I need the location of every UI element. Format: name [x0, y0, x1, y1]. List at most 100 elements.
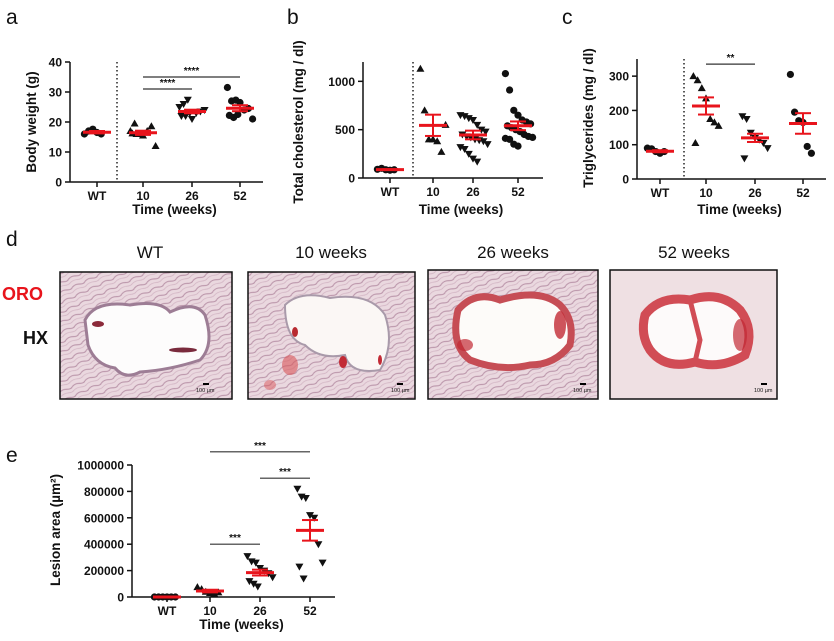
data-point	[175, 104, 184, 111]
y-tick-label: 1000	[328, 75, 355, 89]
stain-label-oro: ORO	[2, 284, 43, 304]
column-title-wt: WT	[137, 243, 163, 262]
data-point	[456, 144, 465, 152]
data-point	[245, 578, 254, 586]
data-point	[807, 149, 816, 157]
x-tick-label: WT	[88, 189, 107, 203]
column-title-10-weeks: 10 weeks	[295, 243, 367, 262]
data-point	[689, 72, 698, 80]
scale-bar-label: 100 µm	[391, 388, 410, 394]
x-tick-label: 52	[796, 186, 810, 200]
chart-panel-b: 0 500 1000 WT 10 26 52 Time (weeks) Total choles…	[291, 40, 543, 217]
data-point	[429, 135, 437, 143]
data-point	[437, 147, 446, 155]
data-point	[188, 116, 196, 123]
data-point	[181, 113, 190, 120]
x-tick-label: 10	[699, 186, 713, 200]
data-point	[253, 583, 262, 591]
data-point	[460, 113, 469, 121]
data-point	[514, 111, 522, 119]
y-axis-title: Triglycerides (mg / dl)	[581, 48, 596, 188]
data-point	[710, 118, 719, 126]
histology-image-wt	[59, 271, 233, 400]
data-point	[464, 150, 473, 158]
y-tick-label: 300	[609, 70, 629, 84]
histology-image-26-weeks	[427, 269, 599, 400]
data-point	[243, 553, 252, 561]
y-tick-label: 200	[609, 104, 629, 118]
x-tick-label: WT	[158, 604, 177, 618]
data-point	[477, 126, 486, 134]
significance-label: ***	[229, 533, 241, 544]
data-point	[464, 115, 473, 123]
data-point	[183, 96, 192, 104]
significance-label: ***	[254, 441, 266, 452]
data-point	[481, 128, 490, 136]
data-point	[416, 64, 425, 72]
histology-image-10-weeks	[247, 271, 416, 400]
x-axis-title: Time (weeks)	[199, 617, 284, 632]
y-tick-label: 40	[49, 56, 63, 70]
significance-label: ***	[279, 467, 291, 478]
column-title-26-weeks: 26 weeks	[477, 243, 549, 262]
data-point	[295, 563, 304, 571]
y-axis-title: Total cholesterol (mg / dl)	[291, 40, 306, 203]
y-tick-label: 0	[348, 172, 355, 186]
data-point	[318, 559, 327, 567]
data-point	[786, 70, 795, 79]
significance-label: ****	[160, 78, 176, 89]
y-tick-label: 800000	[84, 485, 124, 499]
data-point	[510, 106, 518, 114]
panel-label-d: d	[6, 228, 18, 251]
panel-label-e: e	[6, 444, 18, 467]
data-point	[293, 485, 302, 493]
data-point	[151, 142, 160, 149]
significance-label: **	[727, 53, 735, 64]
data-point	[706, 115, 715, 122]
data-point	[301, 495, 310, 502]
data-point	[223, 83, 231, 92]
x-tick-label: WT	[381, 185, 400, 199]
column-title-52-weeks: 52 weeks	[658, 243, 730, 262]
data-point	[479, 138, 488, 146]
data-point	[193, 583, 202, 591]
y-tick-label: 0	[55, 176, 62, 190]
x-axis-title: Time (weeks)	[132, 202, 217, 217]
y-tick-label: 0	[622, 173, 629, 187]
chart-panel-a: 0 10 20 30 40 WT 10 26 52 Time (weeks) Body weight…	[24, 56, 263, 217]
y-tick-label: 1000000	[77, 459, 124, 473]
data-point	[179, 101, 188, 108]
data-point	[697, 84, 706, 92]
data-point	[460, 146, 469, 153]
data-point	[130, 119, 139, 127]
data-point	[742, 116, 751, 123]
chart-panel-e: 0 200000 400000 600000 800000 1000000 WT 10 26 52…	[48, 441, 335, 632]
x-tick-label: 10	[203, 604, 217, 618]
data-point	[147, 122, 156, 130]
data-point	[299, 575, 308, 583]
x-tick-label: 10	[136, 189, 150, 203]
x-tick-label: 52	[511, 185, 525, 199]
data-point	[314, 541, 323, 549]
data-point	[506, 135, 514, 143]
x-tick-label: 26	[748, 186, 762, 200]
data-point	[469, 155, 477, 163]
y-tick-label: 10	[49, 146, 63, 160]
panel-label-a: a	[6, 6, 18, 29]
significance-label: ****	[184, 66, 200, 77]
x-tick-label: 52	[303, 604, 317, 618]
scale-bar-label: 100 µm	[196, 388, 215, 394]
data-point	[501, 70, 509, 78]
data-point	[483, 141, 492, 149]
y-tick-label: 100	[609, 138, 629, 152]
data-point	[693, 76, 702, 84]
charts: 0 10 20 30 40 WT 10 26 52 Time (weeks) Body weight…	[24, 40, 826, 632]
histology-image-52-weeks	[609, 269, 778, 400]
data-point	[473, 158, 482, 166]
data-point	[249, 580, 258, 588]
x-axis-title: Time (weeks)	[697, 202, 782, 217]
data-point	[473, 121, 482, 129]
data-point	[803, 142, 811, 151]
panel-label-c: c	[562, 6, 573, 29]
